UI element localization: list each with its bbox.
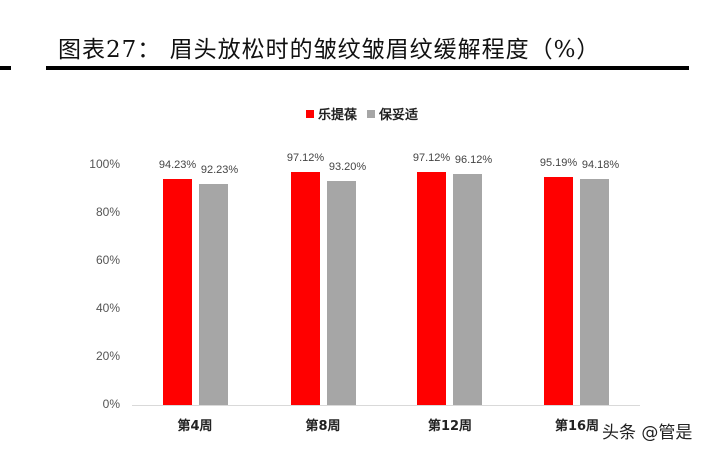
bar: [291, 171, 320, 405]
data-label: 93.20%: [328, 161, 367, 174]
chart-title: 图表27： 眉头放松时的皱纹皱眉纹缓解程度（%）: [58, 37, 601, 63]
data-label: 94.23%: [158, 158, 197, 171]
legend-swatch-red-icon: [306, 109, 314, 118]
legend-item-series-1: 乐提葆: [306, 104, 357, 123]
title-rule-left: [0, 66, 11, 70]
x-tick: 第8周: [305, 419, 341, 434]
x-tick: 第4周: [177, 419, 213, 434]
legend-label: 乐提葆: [318, 108, 358, 123]
bar: [544, 176, 573, 405]
bar: [327, 181, 356, 405]
data-label: 95.19%: [539, 156, 578, 169]
y-tick: 40%: [95, 301, 120, 315]
title-rule: [46, 66, 689, 70]
y-tick: 20%: [95, 349, 120, 363]
y-tick: 60%: [95, 253, 120, 267]
data-label: 97.12%: [286, 151, 325, 164]
legend: 乐提葆 保妥适: [306, 104, 428, 123]
x-tick: 第12周: [427, 419, 473, 434]
data-label: 94.18%: [581, 158, 620, 171]
x-tick: 第16周: [554, 419, 600, 434]
legend-label: 保妥适: [379, 108, 419, 123]
y-tick: 100%: [89, 157, 120, 171]
bar: [163, 178, 192, 405]
bar: [417, 171, 446, 405]
data-label: 97.12%: [412, 151, 451, 164]
data-label: 92.23%: [200, 163, 239, 176]
x-axis-line: [132, 405, 640, 406]
bar: [580, 178, 609, 405]
y-tick: 80%: [95, 205, 120, 219]
data-label: 96.12%: [454, 154, 493, 167]
y-tick: 0%: [102, 397, 120, 411]
bar: [453, 174, 482, 405]
watermark: 头条 @管是: [602, 423, 693, 443]
bar: [199, 183, 228, 405]
legend-item-series-2: 保妥适: [367, 104, 418, 123]
legend-swatch-gray-icon: [367, 109, 376, 118]
